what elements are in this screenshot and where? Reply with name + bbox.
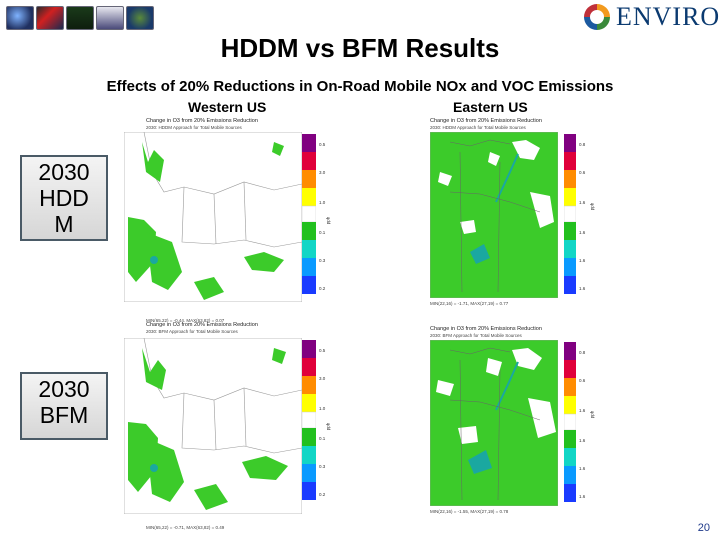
colorbar-units: ppb (589, 202, 595, 211)
panel-title: Change in O3 from 20% Emissions Reductio… (430, 326, 542, 332)
panel-footer: MIN(65,22) = -0.71, MAX(63,82) = 0.49 (146, 525, 225, 530)
colorbar-east-bfm (564, 342, 576, 502)
map-panel-east-bfm: Change in O3 from 20% Emissions Reductio… (428, 326, 610, 534)
colorbar-tick: 0.2 (319, 492, 326, 497)
page-title: HDDM vs BFM Results (220, 33, 500, 63)
colorbar-tick: 0.6 (579, 378, 586, 383)
colorbar-tick: 1.6 (579, 286, 586, 291)
plant-thumbnail (66, 6, 94, 30)
colorbar-tick: 0.5 (319, 142, 326, 147)
colorbar-tick: 1.6 (579, 200, 586, 205)
west-map-bfm (124, 338, 302, 514)
panel-title: Change in O3 from 20% Emissions Reductio… (146, 322, 258, 328)
colorbar-tick: 0.3 (319, 464, 326, 469)
colorbar-tick: 3.0 (319, 170, 326, 175)
panel-subtitle: 2030: HDDM Approach for Total Mobile Sou… (146, 125, 242, 130)
colorbar-tick: 1.0 (319, 200, 326, 205)
environ-logo-mark-icon (584, 4, 610, 30)
colorbar-west-hddm (302, 134, 316, 294)
data-globe-thumbnail (6, 6, 34, 30)
colorbar-tick: 3.0 (319, 376, 326, 381)
map-panel-west-bfm: Change in O3 from 20% Emissions Reductio… (124, 322, 334, 534)
colorbar-tick: 1.0 (319, 406, 326, 411)
row-label-hddm: 2030 HDD M (20, 155, 108, 241)
east-map-hddm (430, 132, 558, 298)
colorbar-tick: 1.6 (579, 230, 586, 235)
colorbar-east-hddm (564, 134, 576, 294)
row-label-hddm-text: 2030 HDD M (38, 159, 90, 237)
panel-subtitle: 2030: BFM Approach for Total Mobile Sour… (146, 329, 238, 334)
colorbar-tick: 1.6 (579, 258, 586, 263)
colorbar-tick: 0.3 (319, 258, 326, 263)
colorbar-tick: 0.5 (319, 348, 326, 353)
colorbar-tick: 0.1 (319, 436, 326, 441)
environ-logo: ENVIRON (582, 2, 720, 32)
map-panel-west-hddm: Change in O3 from 20% Emissions Reductio… (124, 118, 334, 328)
colorbar-tick: 0.1 (319, 230, 326, 235)
west-map-hddm (124, 132, 302, 302)
colorbar-tick: 0.8 (579, 350, 586, 355)
column-label-west: Western US (188, 99, 267, 115)
row-label-bfm-text: 2030 BFM (38, 376, 90, 428)
colorbar-units: ppb (325, 216, 331, 225)
map-panel-east-hddm: Change in O3 from 20% Emissions Reductio… (428, 118, 610, 328)
panel-subtitle: 2030: HDDM Approach for Total Mobile Sou… (430, 125, 526, 130)
colorbar-west-bfm (302, 340, 316, 500)
page-subtitle: Effects of 20% Reductions in On-Road Mob… (106, 78, 614, 95)
colorbar-tick: 1.6 (579, 408, 586, 413)
colorbar-tick: 1.6 (579, 494, 586, 499)
environ-logo-text: ENVIRON (616, 2, 720, 31)
panel-footer: MIN(22,16) = -1.55, MAX(27,19) = 0.78 (430, 509, 509, 514)
colorbar-tick: 0.6 (579, 170, 586, 175)
colorbar-tick: 0.8 (579, 142, 586, 147)
panel-footer: MIN(65,22) = -0.44, MAX(63,82) = 0.07 (146, 318, 225, 323)
colorbar-tick: 1.6 (579, 438, 586, 443)
page-number: 20 (697, 522, 710, 534)
city-map-thumbnail (36, 6, 64, 30)
car-icon-thumbnail (96, 6, 124, 30)
panel-title: Change in O3 from 20% Emissions Reductio… (146, 118, 258, 124)
colorbar-tick: 0.2 (319, 286, 326, 291)
column-label-east: Eastern US (453, 99, 528, 115)
east-map-bfm (430, 340, 558, 506)
panel-title: Change in O3 from 20% Emissions Reductio… (430, 118, 542, 124)
panel-footer: MIN(22,16) = -1.71, MAX(27,19) = 0.77 (430, 301, 509, 306)
globe-thumbnail (126, 6, 154, 30)
panel-subtitle: 2030: BFM Approach for Total Mobile Sour… (430, 333, 522, 338)
colorbar-units: ppb (589, 410, 595, 419)
row-label-bfm: 2030 BFM (20, 372, 108, 440)
colorbar-units: ppb (325, 422, 331, 431)
colorbar-tick: 1.6 (579, 466, 586, 471)
header-thumbnails (6, 6, 154, 30)
